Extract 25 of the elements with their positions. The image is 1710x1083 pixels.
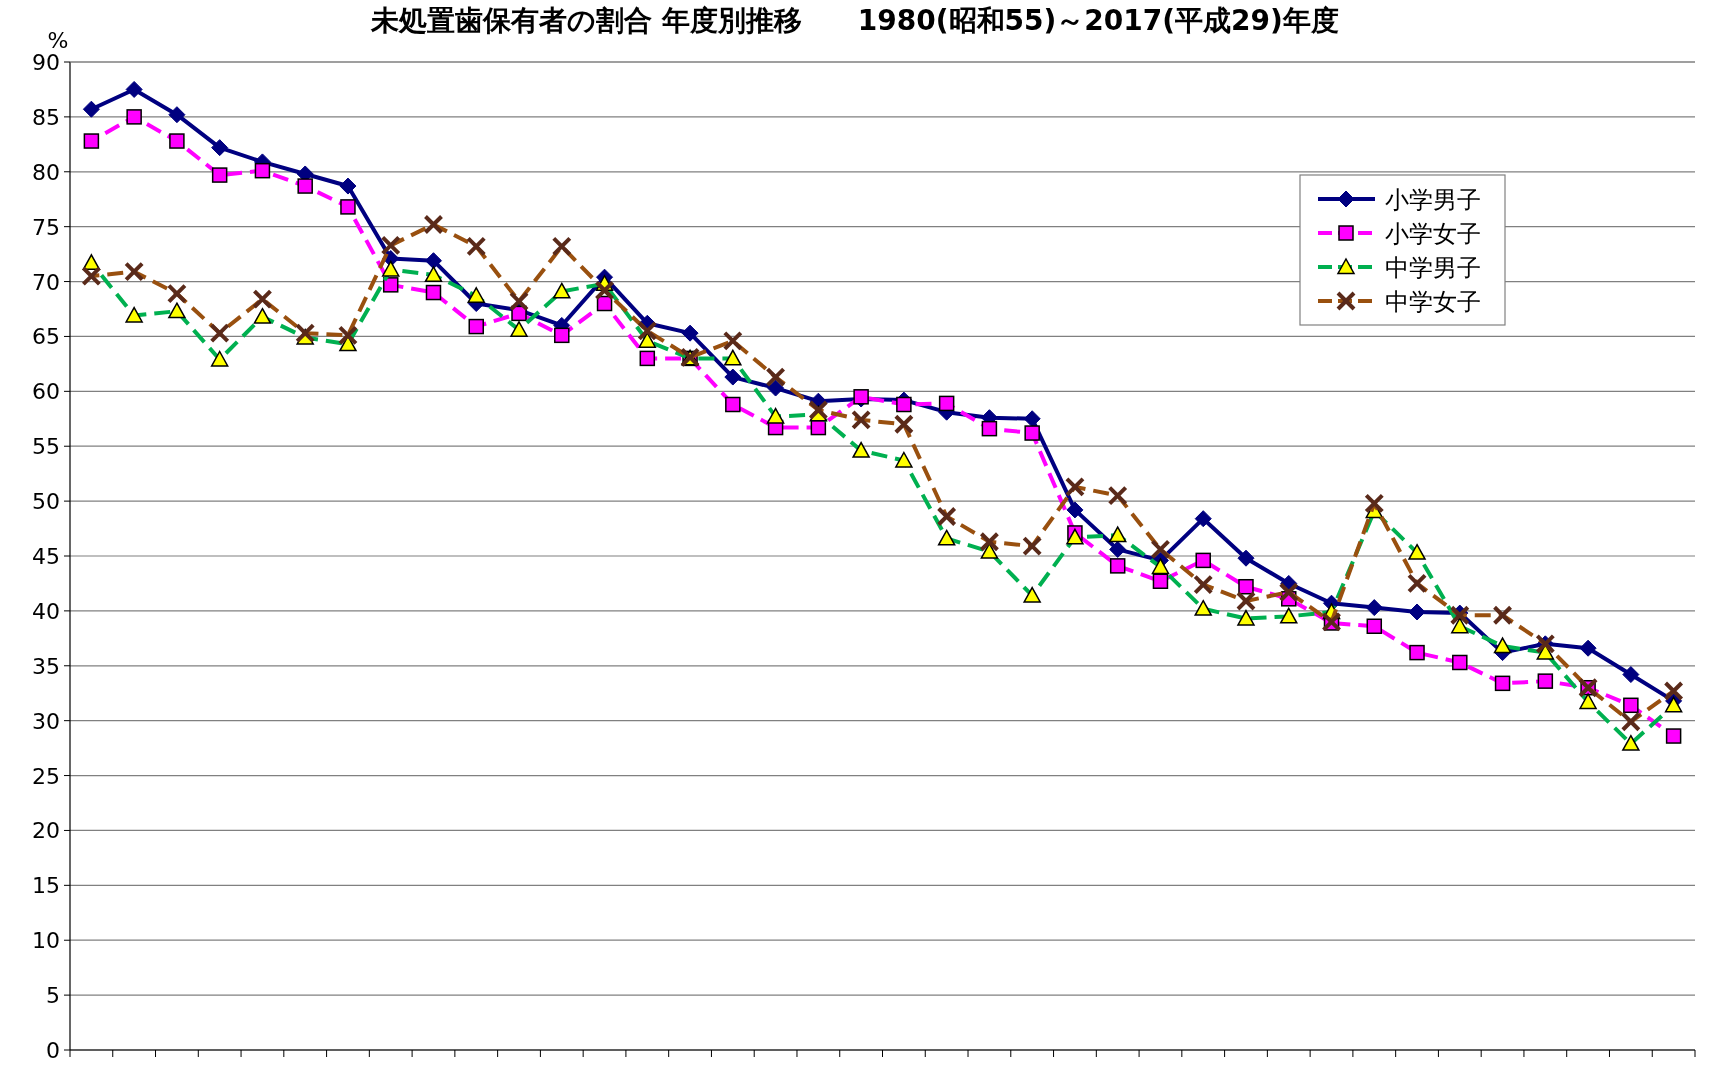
y-tick-label: 55 [32, 434, 60, 460]
y-tick-label: 30 [32, 708, 60, 734]
legend-label: 小学男子 [1385, 186, 1481, 214]
legend-label: 中学女子 [1385, 288, 1481, 316]
y-tick-label: 40 [32, 598, 60, 624]
y-tick-label: 90 [32, 50, 60, 75]
y-axis-title: % [47, 28, 69, 53]
y-tick-label: 10 [32, 928, 60, 954]
y-tick-label: 75 [32, 214, 60, 240]
y-tick-label: 0 [46, 1038, 60, 1063]
y-tick-label: 20 [32, 818, 60, 844]
y-tick-label: 70 [32, 269, 60, 295]
y-tick-label: 35 [32, 653, 60, 679]
legend-label: 小学女子 [1385, 220, 1481, 248]
y-tick-label: 5 [46, 983, 60, 1009]
y-tick-label: 25 [32, 763, 60, 789]
y-tick-label: 60 [32, 379, 60, 405]
legend-label: 中学男子 [1385, 254, 1481, 282]
y-tick-label: 15 [32, 873, 60, 899]
chart-title: 未処置歯保有者の割合 年度別推移 1980(昭和55)～2017(平成29)年度 [370, 4, 1339, 37]
y-tick-label: 45 [32, 544, 60, 569]
y-tick-label: 80 [32, 159, 60, 185]
y-tick-label: 65 [32, 324, 60, 350]
y-tick-label: 50 [32, 489, 60, 515]
y-tick-label: 85 [32, 104, 60, 130]
